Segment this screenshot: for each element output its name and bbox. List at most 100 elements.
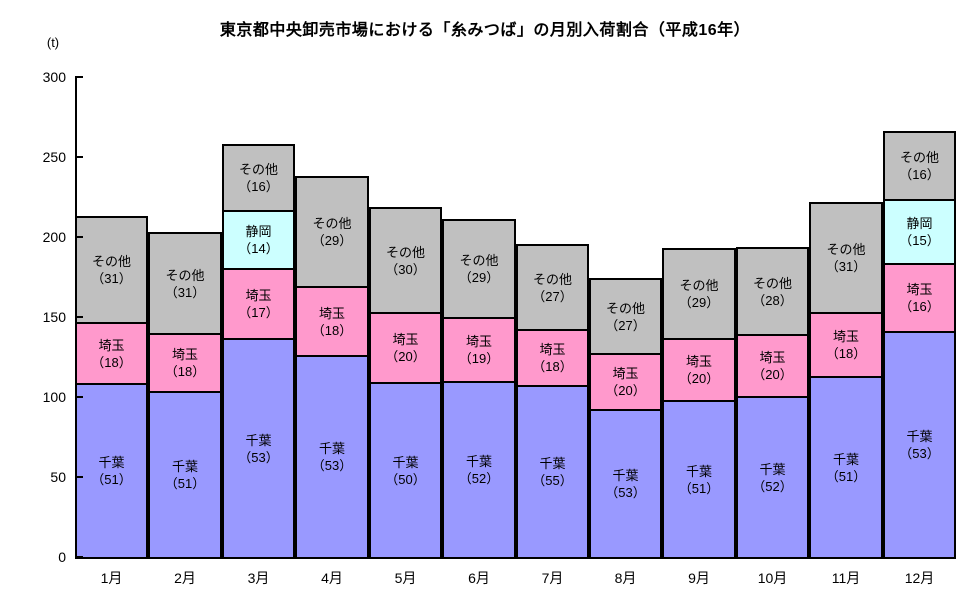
segment-series-label: その他 <box>91 254 131 269</box>
y-axis-tick-label: 200 <box>42 229 66 245</box>
segment-series-label: その他 <box>312 216 352 231</box>
bar-5月-segment-千葉: 千葉 （50） <box>369 382 442 557</box>
segment-value-label: （27） <box>532 288 573 304</box>
segment-series-label: 千葉 <box>906 429 933 444</box>
y-axis-tick <box>75 476 83 478</box>
segment-value-label: （51） <box>164 476 206 491</box>
segment-series-label: 静岡 <box>906 216 933 231</box>
y-axis-tick <box>75 396 83 398</box>
bar-2月: その他 （31） 埼玉 （18） 千葉 （51） <box>148 232 222 559</box>
x-axis-label-1月: 1月 <box>100 570 123 586</box>
segment-series-label: 千葉 <box>245 432 272 448</box>
segment-series-label: 埼玉 <box>465 334 492 349</box>
segment-series-label: その他 <box>679 278 719 293</box>
segment-series-label: その他 <box>752 275 792 291</box>
x-axis-label-9月: 9月 <box>688 570 710 586</box>
segment-value-label: （18） <box>532 359 573 374</box>
bar-4月-segment-埼玉: 埼玉 （18） <box>295 286 369 355</box>
segment-value-label: （29） <box>311 233 353 248</box>
segment-value-label: （19） <box>458 351 500 366</box>
segment-series-label: その他 <box>165 267 205 283</box>
bar-2月-segment-千葉: 千葉 （51） <box>148 391 222 557</box>
bar-6月: その他 （29） 埼玉 （19） 千葉 （52） <box>442 219 516 559</box>
segment-value-label: （16） <box>238 179 279 194</box>
segment-value-label: （16） <box>899 299 940 314</box>
segment-value-label: （16） <box>899 167 940 182</box>
bar-4月-segment-その他: その他 （29） <box>295 176 369 286</box>
segment-series-label: 千葉 <box>171 459 198 474</box>
bar-10月-segment-千葉: 千葉 （52） <box>736 396 809 557</box>
y-axis-tick-label: 300 <box>42 69 66 85</box>
segment-value-label: （51） <box>678 480 720 496</box>
y-axis-tick <box>75 236 83 238</box>
y-axis-tick-label: 50 <box>50 469 66 485</box>
segment-value-label: （17） <box>238 305 279 320</box>
segment-value-label: （27） <box>605 317 646 333</box>
segment-series-label: その他 <box>899 150 939 165</box>
y-axis-tick-label: 100 <box>42 389 66 405</box>
bar-3月-segment-埼玉: 埼玉 （17） <box>222 268 295 338</box>
bar-12月-segment-千葉: 千葉 （53） <box>883 331 956 557</box>
x-axis-label-2月: 2月 <box>174 570 196 586</box>
segment-value-label: （31） <box>164 284 206 300</box>
segment-value-label: （30） <box>385 261 426 277</box>
bar-5月-segment-その他: その他 （30） <box>369 207 442 312</box>
segment-series-label: その他 <box>238 162 278 177</box>
x-axis-label-6月: 6月 <box>468 570 490 586</box>
segment-value-label: （53） <box>899 446 940 461</box>
bar-8月-segment-その他: その他 （27） <box>589 278 662 353</box>
bar-5月: その他 （30） 埼玉 （20） 千葉 （50） <box>369 207 442 559</box>
segment-series-label: 千葉 <box>612 468 639 483</box>
bar-7月-segment-埼玉: 埼玉 （18） <box>516 329 589 385</box>
bar-1月-segment-埼玉: 埼玉 （18） <box>75 322 148 383</box>
bar-11月-segment-埼玉: 埼玉 （18） <box>809 312 883 376</box>
segment-series-label: 千葉 <box>392 454 419 470</box>
y-axis-tick-label: 250 <box>42 149 66 165</box>
segment-series-label: 千葉 <box>685 463 712 479</box>
segment-series-label: 埼玉 <box>906 282 933 297</box>
bar-4月: その他 （29） 埼玉 （18） 千葉 （53） <box>295 176 369 559</box>
segment-value-label: （18） <box>311 322 353 338</box>
bar-1月-segment-千葉: 千葉 （51） <box>75 383 148 557</box>
segment-series-label: その他 <box>532 271 572 287</box>
segment-value-label: （29） <box>678 295 720 310</box>
y-axis-unit-label: (t) <box>46 35 60 50</box>
x-axis-label-8月: 8月 <box>614 570 637 586</box>
segment-value-label: （28） <box>752 292 793 308</box>
segment-series-label: 静岡 <box>245 224 272 239</box>
bar-12月-segment-静岡: 静岡 （15） <box>883 199 956 263</box>
x-axis-label-12月: 12月 <box>904 570 935 586</box>
segment-value-label: （55） <box>532 473 573 488</box>
chart-title: 東京都中央卸売市場における「糸みつば」の月別入荷割合（平成16年） <box>219 22 751 39</box>
x-axis-label-3月: 3月 <box>247 570 270 586</box>
bar-11月: その他 （31） 埼玉 （18） 千葉 （51） <box>809 202 883 559</box>
bar-9月-segment-その他: その他 （29） <box>662 248 736 338</box>
bar-3月-segment-千葉: 千葉 （53） <box>222 338 295 557</box>
segment-value-label: （51） <box>825 468 867 484</box>
bar-1月-segment-その他: その他 （31） <box>75 216 148 322</box>
segment-series-label: その他 <box>605 300 645 316</box>
bar-2月-segment-その他: その他 （31） <box>148 232 222 333</box>
bar-8月-segment-埼玉: 埼玉 （20） <box>589 353 662 409</box>
y-axis-line <box>75 77 77 559</box>
y-axis-tick <box>75 556 83 558</box>
bar-6月-segment-その他: その他 （29） <box>442 219 516 317</box>
bar-12月-segment-埼玉: 埼玉 （16） <box>883 263 956 331</box>
segment-value-label: （53） <box>605 485 646 500</box>
segment-series-label: その他 <box>826 242 866 257</box>
bar-8月-segment-千葉: 千葉 （53） <box>589 409 662 557</box>
segment-value-label: （18） <box>825 346 867 361</box>
x-axis-label-5月: 5月 <box>394 570 417 586</box>
bar-3月: その他 （16） 静岡 （14） 埼玉 （17） 千葉 （53） <box>222 144 295 559</box>
bar-11月-segment-その他: その他 （31） <box>809 202 883 312</box>
bar-1月: その他 （31） 埼玉 （18） 千葉 （51） <box>75 216 148 559</box>
y-axis-tick-label: 150 <box>42 309 66 325</box>
segment-value-label: （20） <box>752 367 793 382</box>
bar-4月-segment-千葉: 千葉 （53） <box>295 355 369 557</box>
segment-series-label: 千葉 <box>465 454 492 469</box>
bar-6月-segment-埼玉: 埼玉 （19） <box>442 317 516 381</box>
segment-value-label: （29） <box>458 270 500 285</box>
bar-8月: その他 （27） 埼玉 （20） 千葉 （53） <box>589 278 662 559</box>
segment-series-label: 埼玉 <box>832 329 859 344</box>
